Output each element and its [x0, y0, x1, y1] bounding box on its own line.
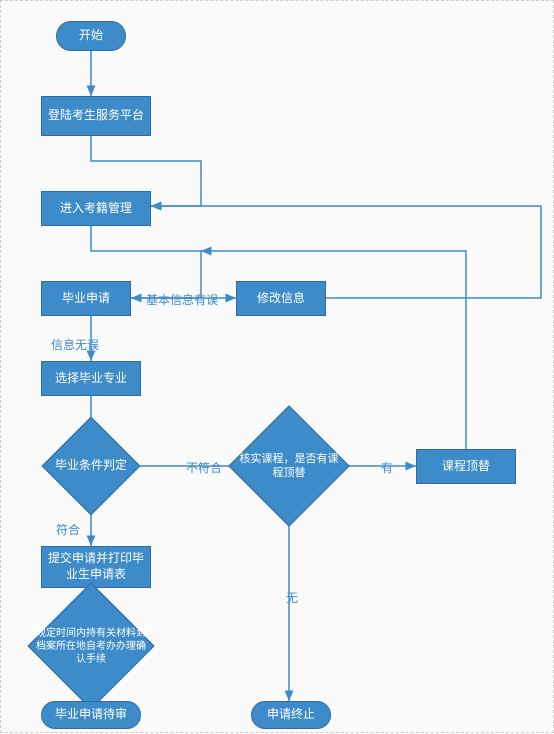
edge-label-info-bad: 基本信息有误: [146, 291, 218, 308]
node-label: 进入考籍管理: [60, 201, 132, 217]
node-submit: 提交申请并打印毕业生申请表: [41, 546, 151, 588]
node-label: 课程顶替: [442, 459, 490, 475]
edge-label-none: 无: [286, 589, 298, 606]
edge-label-has: 有: [381, 459, 393, 476]
node-start: 开始: [56, 21, 126, 51]
node-pending: 毕业申请待审: [41, 701, 141, 729]
node-apply: 毕业申请: [41, 281, 131, 316]
edge: [151, 206, 541, 298]
node-terminate: 申请终止: [251, 701, 331, 729]
node-choose: 选择毕业专业: [41, 361, 141, 396]
node-login: 登陆考生服务平台: [41, 96, 151, 136]
node-enter: 进入考籍管理: [41, 191, 151, 226]
node-label: 毕业申请: [62, 291, 110, 307]
node-label: 开始: [79, 28, 103, 44]
edge-label-info-ok: 信息无误: [51, 336, 99, 353]
node-modify: 修改信息: [236, 281, 326, 316]
node-judge: 毕业条件判定: [56, 431, 126, 501]
edge-label-pass: 符合: [56, 521, 80, 538]
node-label: 毕业申请待审: [55, 707, 127, 723]
node-confirm: 规定时间内持有关材料到档案所在地自考办办理确认手续: [46, 601, 136, 691]
node-label: 选择毕业专业: [55, 371, 127, 387]
node-label: 修改信息: [257, 291, 305, 307]
node-label: 提交申请并打印毕业生申请表: [46, 551, 146, 582]
node-replace: 课程顶替: [416, 449, 516, 484]
node-label: 登陆考生服务平台: [48, 108, 144, 124]
node-verify: 核实课程，是否有课程顶替: [246, 423, 332, 509]
flowchart-canvas: 开始 登陆考生服务平台 进入考籍管理 毕业申请 修改信息 选择毕业专业 毕业条件…: [0, 0, 554, 733]
node-label: 规定时间内持有关材料到档案所在地自考办办理确认手续: [32, 627, 151, 666]
node-label: 毕业条件判定: [55, 458, 127, 474]
node-label: 核实课程，是否有课程顶替: [237, 452, 341, 481]
edge-label-fail: 不符合: [186, 459, 222, 476]
node-label: 申请终止: [267, 707, 315, 723]
